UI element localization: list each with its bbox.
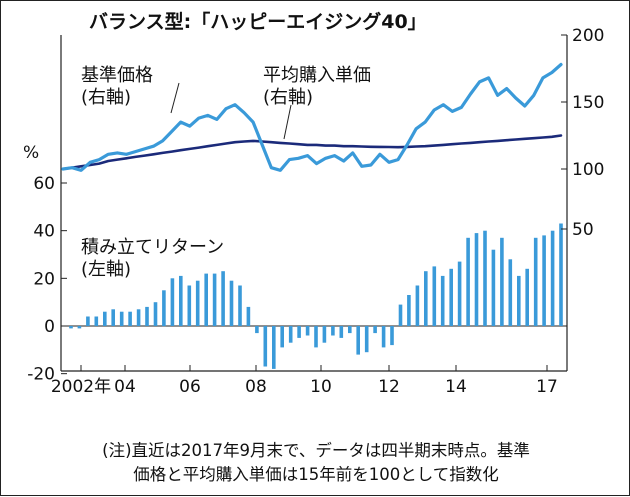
x-tick-label: 17 bbox=[536, 377, 558, 397]
return-bar bbox=[398, 304, 403, 326]
return-axis-note: (左軸) bbox=[81, 258, 132, 280]
return-bar bbox=[195, 280, 200, 326]
x-tick-label: 04 bbox=[114, 377, 136, 397]
return-bar bbox=[263, 326, 268, 367]
note-line-1: (注)直近は2017年9月末で、データは四半期末時点。基準 bbox=[102, 441, 530, 460]
return-bar bbox=[466, 237, 470, 326]
right-tick-label: 50 bbox=[572, 220, 594, 240]
return-bar bbox=[86, 316, 90, 326]
left-tick-label: 0 bbox=[44, 317, 55, 337]
return-series-name: 積み立てリターン bbox=[81, 237, 225, 258]
return-bar bbox=[255, 326, 259, 334]
return-bar bbox=[517, 275, 521, 326]
return-bar bbox=[373, 326, 377, 334]
avg-price-axis-note: (右軸) bbox=[263, 86, 314, 108]
return-bar bbox=[508, 259, 513, 326]
return-bar bbox=[162, 290, 166, 327]
return-bar bbox=[322, 326, 327, 343]
return-bar bbox=[238, 285, 242, 326]
base-price-series-name: 基準価格 bbox=[81, 65, 153, 86]
right-tick-label: 150 bbox=[572, 93, 604, 113]
avg-price-label: 平均購入単価 (右軸) bbox=[263, 65, 371, 108]
return-bar bbox=[550, 230, 555, 326]
return-bar bbox=[390, 326, 394, 346]
return-bar bbox=[331, 326, 335, 336]
return-bar bbox=[280, 326, 284, 348]
return-bar bbox=[440, 275, 445, 326]
return-bar bbox=[415, 285, 420, 326]
return-bar bbox=[432, 266, 437, 326]
return-bar bbox=[145, 306, 149, 326]
return-bar bbox=[179, 275, 183, 326]
avg-price-leader bbox=[283, 104, 292, 140]
base-price-axis-note: (右軸) bbox=[81, 86, 132, 108]
return-bar bbox=[491, 249, 496, 326]
left-tick-label: 20 bbox=[33, 269, 55, 289]
return-bar bbox=[170, 278, 175, 326]
return-bar bbox=[542, 235, 546, 326]
x-tick-label: 06 bbox=[179, 377, 201, 397]
return-bar bbox=[94, 316, 99, 326]
x-tick-label: 12 bbox=[378, 377, 400, 397]
left-axis-unit: % bbox=[23, 143, 40, 163]
return-bar bbox=[119, 311, 124, 326]
return-bar bbox=[288, 326, 293, 343]
return-bar bbox=[348, 326, 352, 334]
return-bar bbox=[533, 237, 538, 326]
chart-title: バランス型:「ハッピーエイジング40」 bbox=[89, 11, 427, 33]
base-price-leader bbox=[170, 82, 180, 114]
return-bar bbox=[187, 285, 192, 326]
return-bar bbox=[407, 295, 411, 326]
return-bar bbox=[364, 326, 369, 353]
right-tick-label: 200 bbox=[572, 26, 604, 46]
x-tick-label: 14 bbox=[445, 377, 467, 397]
return-bar bbox=[356, 326, 360, 355]
return-bar bbox=[449, 268, 453, 326]
x-tick-label: 2002年 bbox=[51, 377, 111, 397]
return-bar bbox=[525, 268, 529, 326]
left-tick-label: -20 bbox=[27, 365, 55, 385]
return-bar bbox=[136, 309, 141, 326]
return-bar bbox=[272, 326, 276, 369]
return-bar bbox=[500, 237, 504, 326]
return-bar bbox=[111, 309, 115, 326]
return-bar bbox=[212, 273, 217, 326]
return-bar bbox=[77, 326, 82, 329]
return-label: 積み立てリターン (左軸) bbox=[81, 237, 224, 280]
x-tick-label: 10 bbox=[310, 377, 332, 397]
return-bar bbox=[229, 280, 234, 326]
base-price-line bbox=[61, 62, 563, 172]
return-bar bbox=[483, 230, 487, 326]
return-bar bbox=[424, 271, 428, 326]
return-bar bbox=[474, 233, 479, 326]
right-tick-label: 100 bbox=[572, 160, 604, 180]
return-bar bbox=[314, 326, 318, 348]
return-bar bbox=[246, 306, 251, 326]
avg-price-series-name: 平均購入単価 bbox=[263, 65, 371, 86]
return-bar bbox=[297, 326, 301, 338]
return-bar bbox=[457, 261, 462, 326]
left-tick-label: 40 bbox=[33, 222, 55, 242]
return-bar bbox=[339, 326, 344, 338]
return-bar bbox=[305, 326, 310, 336]
return-bar bbox=[153, 302, 158, 326]
return-bar bbox=[559, 223, 563, 326]
return-bar bbox=[69, 326, 73, 329]
return-bar bbox=[204, 273, 208, 326]
note-line-2: 価格と平均購入単価は15年前を100として指数化 bbox=[133, 465, 499, 484]
return-bar bbox=[128, 311, 132, 326]
return-bar bbox=[221, 271, 225, 326]
return-bar bbox=[381, 326, 386, 348]
avg-price-line bbox=[61, 134, 563, 171]
left-tick-label: 60 bbox=[33, 174, 55, 194]
x-tick-label: 08 bbox=[245, 377, 267, 397]
return-bar bbox=[103, 311, 107, 326]
base-price-label: 基準価格 (右軸) bbox=[81, 65, 153, 108]
